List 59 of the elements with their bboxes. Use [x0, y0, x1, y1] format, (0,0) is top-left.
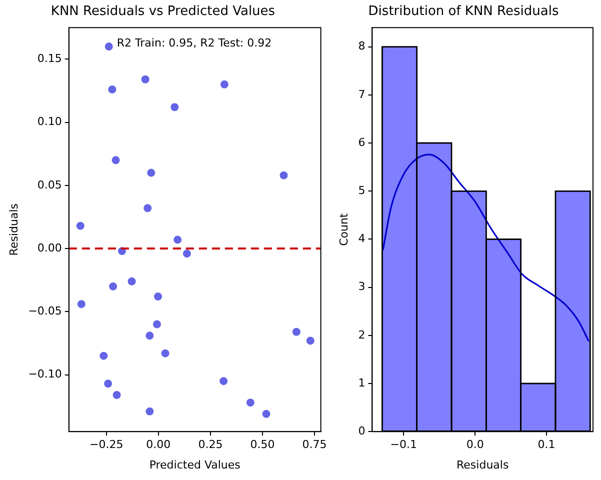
y-tick-label: 5 — [358, 184, 366, 197]
point — [262, 410, 270, 418]
x-tick-label: 0.75 — [302, 438, 327, 452]
point — [146, 332, 154, 340]
point — [154, 292, 162, 301]
y-axis-title: Residuals — [7, 203, 20, 256]
y-tick-label: 4 — [358, 232, 366, 246]
y-tick-label: 3 — [358, 280, 366, 294]
point — [128, 277, 136, 286]
point — [109, 282, 118, 290]
chart-title: KNN Residuals vs Predicted Values — [50, 4, 276, 20]
annotation: R2 Train: 0.95, R2 Test: 0.92 — [116, 36, 272, 50]
y-tick-label: 7 — [358, 88, 366, 101]
y-tick-label: 2 — [358, 328, 366, 342]
point — [174, 236, 182, 244]
x-axis-title: Residuals — [456, 458, 509, 472]
y-tick-label: 0.10 — [37, 115, 62, 128]
y-tick-label: 1 — [358, 376, 366, 390]
y-tick-label: −0.05 — [28, 304, 62, 318]
x-tick-label: 0.0 — [466, 438, 484, 452]
point — [141, 75, 150, 84]
point — [306, 336, 314, 345]
point — [280, 171, 288, 180]
x-tick-label: 0.00 — [146, 438, 171, 452]
point — [246, 398, 254, 407]
point — [77, 300, 86, 308]
point — [182, 250, 191, 258]
x-tick-label: −0.1 — [390, 438, 417, 452]
point — [292, 328, 300, 336]
y-tick-label: 0.05 — [37, 178, 62, 192]
x-axis-title: Predicted Values — [149, 458, 241, 472]
y-tick-label: −0.10 — [28, 368, 62, 381]
point — [152, 320, 161, 328]
point — [76, 222, 84, 230]
point — [108, 85, 116, 94]
x-tick-label: 0.1 — [538, 438, 556, 452]
y-tick-label: 0 — [358, 424, 366, 438]
y-tick-label: 6 — [358, 136, 366, 149]
point — [147, 168, 156, 177]
point — [104, 380, 112, 388]
point — [220, 377, 228, 386]
point — [144, 204, 152, 212]
x-tick-label: −0.25 — [90, 438, 124, 452]
x-tick-label: 0.50 — [250, 438, 275, 452]
x-tick-label: 0.25 — [198, 438, 223, 452]
line-series — [382, 154, 590, 342]
point — [170, 103, 179, 112]
y-tick-label: 0.00 — [37, 241, 62, 254]
point — [112, 156, 120, 164]
point — [104, 42, 113, 51]
y-tick-label: 8 — [358, 40, 366, 53]
y-axis-title: Count — [337, 212, 350, 246]
point — [220, 80, 228, 88]
y-tick-label: 0.15 — [37, 52, 62, 66]
point — [161, 349, 170, 358]
chart-title: Distribution of KNN Residuals — [368, 4, 559, 20]
point — [100, 352, 108, 360]
point — [146, 407, 154, 416]
point — [112, 390, 121, 399]
